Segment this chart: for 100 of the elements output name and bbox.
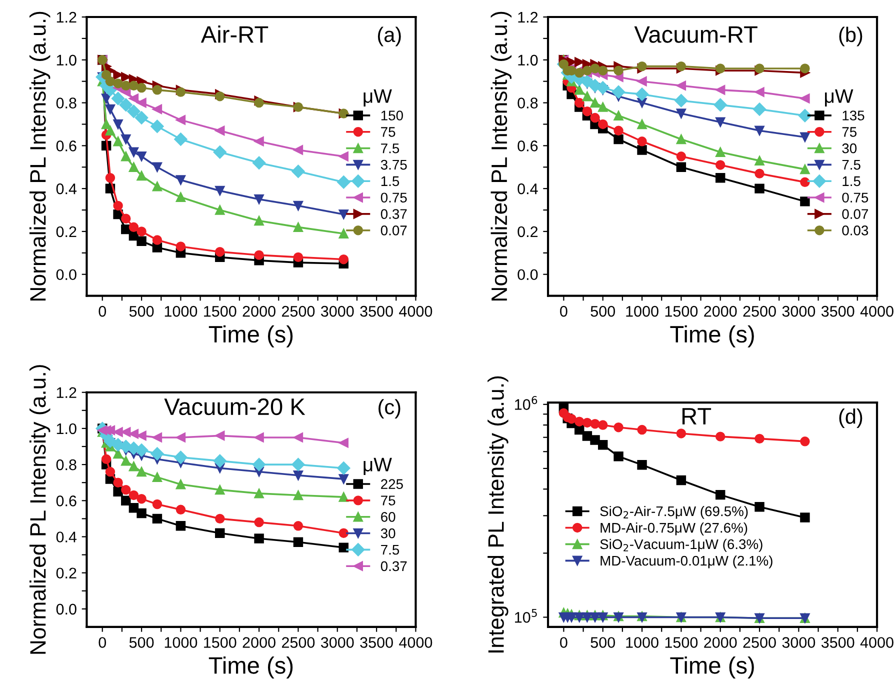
- x-tick-label: 2500: [282, 306, 315, 317]
- x-tick-label: 500: [129, 306, 154, 317]
- x-tick-label: 4000: [399, 637, 432, 648]
- x-tick-label: 3500: [821, 306, 854, 317]
- y-axis-title: Normalized PL Intensity (a.u.): [29, 12, 50, 301]
- y-tick-label: 10$^{5}$: [515, 609, 537, 623]
- legend-label: 135: [842, 110, 864, 120]
- legend-label: 75: [381, 496, 396, 506]
- legend-label: SiO$_{2}$-Vacuum-1μW (6.3%): [600, 538, 762, 552]
- y-tick-label: 0.6: [56, 140, 76, 152]
- y-tick-label: 0.6: [56, 496, 76, 506]
- legend-label: 0.03: [842, 226, 868, 236]
- x-tick-label: 0: [560, 306, 568, 317]
- legend-label: 75: [842, 127, 857, 137]
- legend-label: 0.37: [380, 561, 407, 572]
- y-axis-title: Integrated PL Intensity (a.u.): [488, 376, 508, 652]
- x-tick-label: 1000: [164, 637, 198, 648]
- y-tick-label: 0.2: [518, 226, 538, 238]
- legend-label: 75: [381, 127, 396, 137]
- x-tick-label: 2500: [743, 306, 776, 317]
- y-tick-label: 1.2: [56, 12, 76, 23]
- x-tick-label: 1500: [204, 637, 236, 648]
- y-tick-label: 0.0: [518, 269, 538, 280]
- x-tick-label: 1000: [626, 306, 658, 317]
- legend-label: MD-Air-0.75μW (27.6%): [600, 522, 748, 536]
- y-tick-label: 0.8: [56, 459, 76, 470]
- y-tick-label: 0.0: [56, 269, 76, 280]
- y-tick-label: 1.0: [56, 54, 76, 66]
- y-axis-title: Normalized PL Intensity (a.u.): [29, 365, 50, 654]
- x-tick-label: 3500: [360, 306, 393, 317]
- x-tick-label: 0: [560, 637, 568, 648]
- x-axis-title: Time (s): [208, 656, 293, 678]
- x-tick-label: 2000: [242, 306, 276, 317]
- x-tick-label: 1000: [626, 637, 658, 648]
- annotation: (d): [839, 408, 862, 428]
- x-axis-title: Time (s): [670, 656, 754, 678]
- legend-label: 0.07: [380, 226, 407, 236]
- x-tick-label: 1500: [665, 306, 698, 317]
- annotation: (a): [378, 26, 401, 46]
- annotation: (b): [839, 26, 862, 46]
- x-tick-label: 3000: [782, 637, 816, 648]
- legend-title: μW: [364, 458, 392, 476]
- legend-label: 0.07: [842, 209, 868, 219]
- y-tick-label: 0.8: [56, 98, 76, 108]
- y-tick-label: 10$^{6}$: [515, 396, 538, 410]
- x-tick-label: 3000: [320, 637, 354, 648]
- chart-title: Air-RT: [200, 26, 268, 43]
- x-tick-label: 2000: [242, 637, 276, 648]
- legend-label: 60: [381, 512, 396, 522]
- y-tick-label: 1.2: [518, 12, 538, 23]
- x-tick-label: 3000: [782, 306, 816, 317]
- legend-label: 0.37: [380, 209, 407, 219]
- y-tick-label: 0.4: [56, 532, 77, 542]
- x-tick-label: 0: [98, 637, 106, 648]
- legend-label: 7.5: [381, 144, 400, 154]
- legend-label: 7.5: [842, 160, 860, 170]
- y-tick-label: 0.2: [56, 568, 76, 579]
- legend-title: μW: [364, 89, 392, 106]
- x-tick-label: 3500: [821, 637, 854, 648]
- x-tick-label: 500: [590, 306, 616, 317]
- x-tick-label: 2500: [743, 637, 776, 648]
- x-tick-label: 2000: [704, 637, 737, 648]
- x-tick-label: 4000: [860, 306, 894, 317]
- y-tick-label: 0.6: [518, 140, 538, 152]
- legend-label: MD-Vacuum-0.01μW (2.1%): [600, 555, 772, 568]
- x-tick-label: 4000: [860, 637, 894, 648]
- y-tick-label: 0.4: [56, 183, 77, 194]
- legend-label: 225: [381, 479, 403, 490]
- y-tick-label: 0.4: [518, 183, 538, 194]
- x-axis-title: Time (s): [208, 325, 293, 348]
- x-tick-label: 2000: [704, 306, 737, 317]
- x-tick-label: 1000: [164, 306, 198, 317]
- x-tick-label: 0: [98, 306, 106, 317]
- legend-label: 3.75: [380, 160, 407, 170]
- x-tick-label: 2500: [282, 637, 315, 648]
- x-tick-label: 1500: [204, 306, 236, 317]
- legend-label: 30: [842, 143, 857, 154]
- y-tick-label: 1.0: [518, 54, 538, 66]
- y-tick-label: 1.0: [56, 423, 76, 434]
- legend-title: μW: [825, 89, 854, 106]
- legend-label: 30: [380, 528, 396, 538]
- x-tick-label: 3000: [320, 306, 354, 317]
- y-tick-label: 0.2: [56, 226, 76, 238]
- y-tick-label: 0.8: [518, 98, 538, 108]
- legend-label: 1.5: [381, 176, 400, 186]
- annotation: (c): [378, 399, 400, 418]
- legend-label: 1.5: [842, 176, 860, 186]
- x-tick-label: 3500: [360, 637, 393, 648]
- x-axis-title: Time (s): [670, 325, 754, 348]
- y-axis-title: Normalized PL Intensity (a.u.): [490, 12, 512, 301]
- x-tick-label: 1500: [665, 637, 698, 648]
- chart-title: Vacuum-RT: [634, 26, 758, 43]
- x-tick-label: 500: [590, 637, 616, 648]
- legend-label: 150: [381, 110, 403, 120]
- legend-label: 0.75: [842, 192, 868, 203]
- x-tick-label: 500: [129, 637, 154, 648]
- x-tick-label: 4000: [399, 306, 432, 317]
- legend-label: 7.5: [381, 544, 400, 555]
- chart-title: Vacuum-20 K: [164, 398, 306, 416]
- chart-title: RT: [682, 408, 712, 424]
